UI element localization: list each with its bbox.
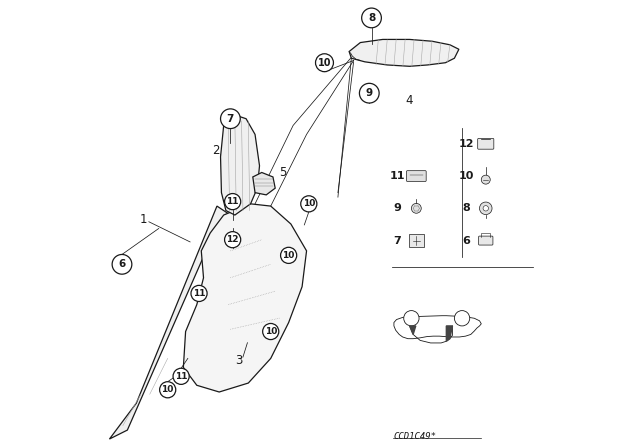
Circle shape: [454, 310, 470, 326]
Circle shape: [316, 54, 333, 72]
Text: 6: 6: [463, 236, 470, 246]
Circle shape: [262, 323, 279, 340]
Circle shape: [225, 232, 241, 248]
Polygon shape: [410, 326, 416, 334]
Text: 10: 10: [303, 199, 315, 208]
Circle shape: [191, 285, 207, 302]
Circle shape: [362, 8, 381, 28]
Polygon shape: [109, 206, 230, 439]
Text: CCD1C49*: CCD1C49*: [394, 432, 437, 441]
Text: 5: 5: [280, 166, 287, 180]
Text: 4: 4: [406, 94, 413, 108]
Circle shape: [221, 109, 240, 129]
Text: 10: 10: [317, 58, 332, 68]
Circle shape: [483, 206, 488, 211]
Circle shape: [479, 202, 492, 215]
Text: 11: 11: [389, 171, 405, 181]
Polygon shape: [221, 114, 260, 215]
Text: 8: 8: [463, 203, 470, 213]
Text: 8: 8: [368, 13, 375, 23]
Text: 11: 11: [227, 197, 239, 206]
Polygon shape: [349, 39, 459, 66]
Text: 12: 12: [227, 235, 239, 244]
Text: 7: 7: [227, 114, 234, 124]
Text: 9: 9: [365, 88, 373, 98]
Circle shape: [225, 194, 241, 210]
Polygon shape: [183, 204, 307, 392]
Circle shape: [173, 368, 189, 384]
FancyBboxPatch shape: [479, 236, 493, 245]
Text: 3: 3: [235, 354, 242, 367]
Text: 9: 9: [393, 203, 401, 213]
Text: 6: 6: [118, 259, 125, 269]
Circle shape: [481, 175, 490, 184]
Text: 10: 10: [459, 171, 474, 181]
Circle shape: [404, 310, 419, 326]
Polygon shape: [446, 326, 452, 341]
Text: 12: 12: [459, 139, 474, 149]
Text: 10: 10: [264, 327, 277, 336]
Text: 7: 7: [393, 236, 401, 246]
Text: 10: 10: [161, 385, 174, 394]
Text: 1: 1: [140, 213, 147, 226]
Text: 10: 10: [282, 251, 295, 260]
Circle shape: [360, 83, 379, 103]
Circle shape: [280, 247, 297, 263]
Circle shape: [159, 382, 176, 398]
Text: 11: 11: [193, 289, 205, 298]
FancyBboxPatch shape: [406, 171, 426, 181]
FancyBboxPatch shape: [409, 234, 424, 247]
Text: 2: 2: [212, 144, 220, 157]
FancyBboxPatch shape: [477, 138, 494, 149]
Polygon shape: [394, 316, 481, 339]
Text: 11: 11: [175, 372, 188, 381]
Circle shape: [112, 254, 132, 274]
Polygon shape: [253, 172, 275, 195]
Circle shape: [301, 196, 317, 212]
Circle shape: [412, 203, 421, 213]
